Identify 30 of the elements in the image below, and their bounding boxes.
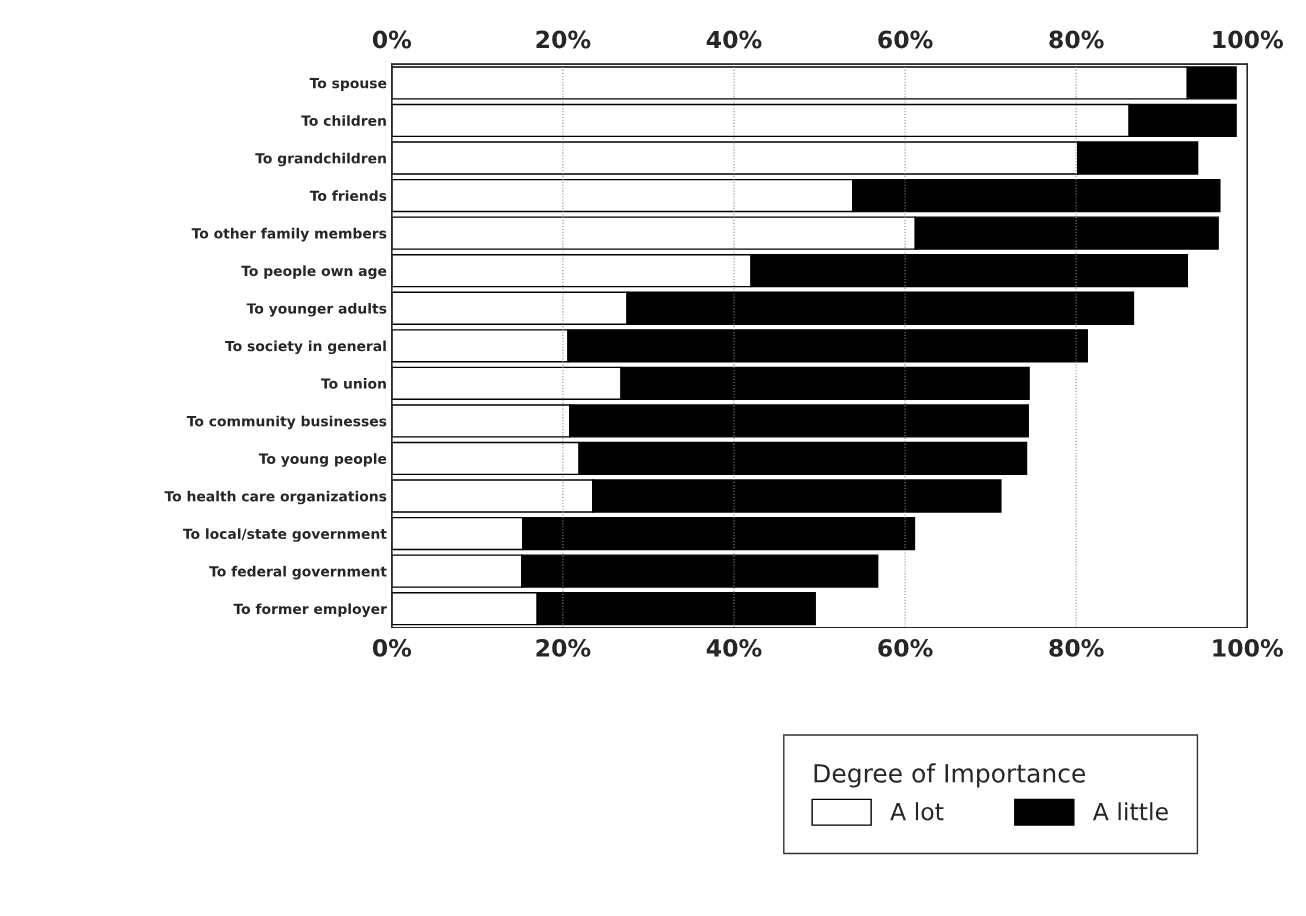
- legend-title: Degree of Importance: [814, 763, 1086, 788]
- x2-tick-label: 60%: [878, 30, 933, 49]
- y-tick-label: To society in general: [225, 340, 386, 355]
- x2-tick-label: 20%: [536, 30, 591, 49]
- x2-tick-label: 100%: [1213, 30, 1283, 49]
- x-tick-label: 20%: [536, 638, 591, 657]
- y-tick-label: To federal government: [209, 565, 387, 580]
- y-tick-label: To grandchildren: [255, 152, 386, 167]
- y-tick-label: To spouse: [309, 78, 387, 92]
- x-tick-label: 40%: [706, 638, 762, 657]
- x-tick-label: 60%: [878, 638, 933, 657]
- legend-label: A lot: [890, 802, 944, 821]
- y-tick-label: To union: [321, 378, 386, 389]
- y-tick-label: To community businesses: [186, 415, 387, 430]
- y-tick-label: To former employer: [233, 603, 387, 617]
- y-tick-label: To friends: [309, 190, 387, 202]
- y-tick-label: To health care organizations: [164, 490, 387, 505]
- x2-tick-label: 0%: [372, 30, 412, 49]
- x2-tick-label: 40%: [706, 30, 762, 49]
- y-tick-label: To younger adults: [246, 302, 387, 317]
- y-tick-label: To young people: [258, 453, 387, 467]
- x-tick-label: 100%: [1213, 638, 1283, 657]
- legend-label: A little: [1092, 802, 1168, 821]
- x-tick-label: 0%: [372, 638, 412, 657]
- y-tick-label: To children: [301, 115, 386, 126]
- x2-tick-label: 80%: [1049, 30, 1104, 49]
- y-tick-label: To other family members: [191, 227, 387, 242]
- y-tick-label: To people own age: [241, 265, 387, 279]
- y-tick-label: To local/state government: [182, 528, 387, 542]
- x-tick-label: 80%: [1049, 638, 1104, 657]
